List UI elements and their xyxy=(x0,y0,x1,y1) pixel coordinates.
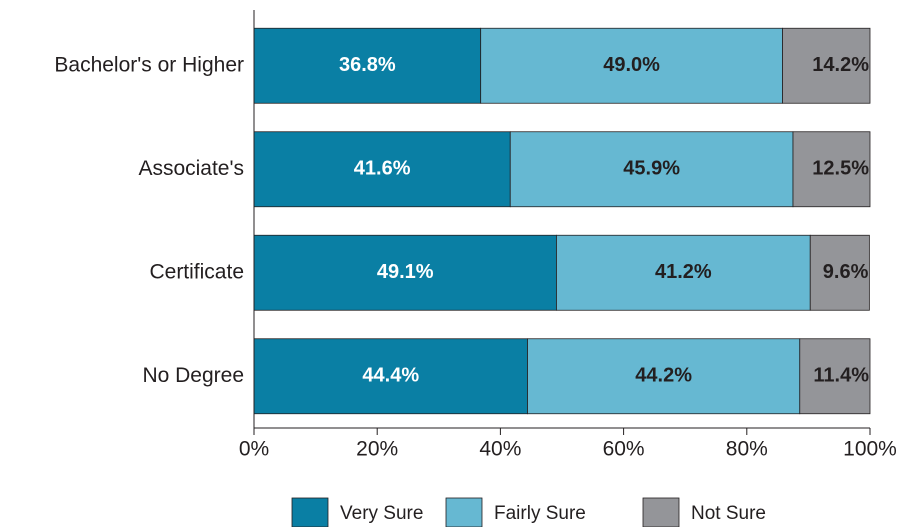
legend-label: Fairly Sure xyxy=(494,503,586,524)
value-label: 49.1% xyxy=(377,261,434,283)
bar-segment xyxy=(480,27,783,104)
x-tick-label: 40% xyxy=(479,438,521,461)
bar-segment xyxy=(509,131,794,208)
y-tick-label: No Degree xyxy=(142,364,244,387)
value-label: 36.8% xyxy=(339,54,396,76)
bar-segment xyxy=(809,234,870,311)
value-label: 41.2% xyxy=(655,261,712,283)
bar-segment xyxy=(253,338,528,415)
legend-label: Very Sure xyxy=(340,503,423,524)
bar-segment xyxy=(782,27,871,104)
bar-segment xyxy=(253,131,511,208)
x-tick-label: 100% xyxy=(843,438,897,461)
x-tick-label: 20% xyxy=(356,438,398,461)
bar-segment xyxy=(253,27,482,104)
x-tick-label: 60% xyxy=(603,438,645,461)
bar-segment xyxy=(253,234,557,311)
bar-segment xyxy=(792,131,871,208)
value-label: 11.4% xyxy=(813,365,869,387)
bar-segment xyxy=(799,338,871,415)
value-label: 45.9% xyxy=(623,158,680,180)
legend-swatch xyxy=(445,497,483,527)
value-label: 44.4% xyxy=(362,365,419,387)
y-tick-label: Associate's xyxy=(138,157,244,180)
y-tick-label: Certificate xyxy=(149,260,244,283)
value-label: 44.2% xyxy=(635,365,692,387)
legend-label: Not Sure xyxy=(691,503,766,524)
legend-swatch xyxy=(642,497,680,527)
value-label: 12.5% xyxy=(812,158,869,180)
legend-swatch xyxy=(291,497,329,527)
y-tick-label: Bachelor's or Higher xyxy=(54,53,244,76)
x-tick-label: 0% xyxy=(239,438,269,461)
bar-segment xyxy=(556,234,811,311)
value-label: 41.6% xyxy=(354,158,411,180)
x-tick-label: 80% xyxy=(726,438,768,461)
value-label: 49.0% xyxy=(603,54,660,76)
value-label: 14.2% xyxy=(812,54,869,76)
value-label: 9.6% xyxy=(823,261,869,283)
